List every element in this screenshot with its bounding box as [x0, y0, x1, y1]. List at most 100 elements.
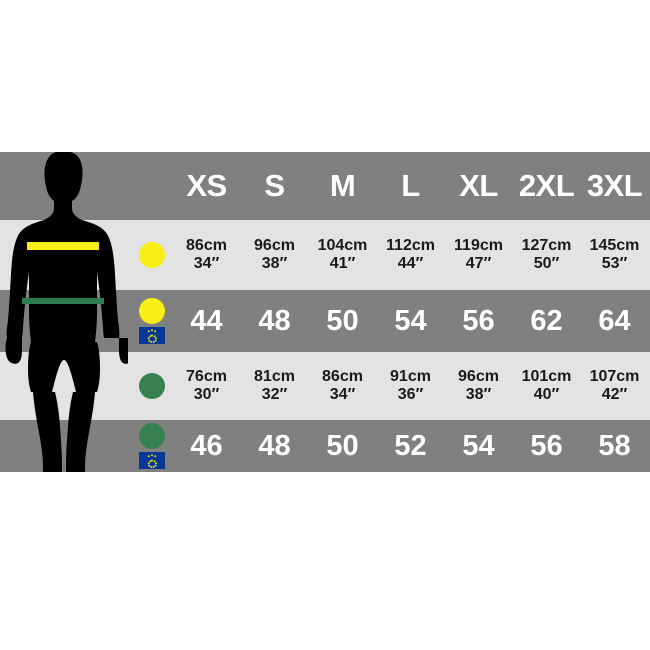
table-cell-chest-2xl[interactable]: 127cm 50″ [515, 220, 578, 290]
table-cell-waist-xs[interactable]: 76cm 30″ [175, 352, 238, 420]
icon-cell-waist-eu [133, 420, 170, 472]
table-cell-waist-eu-m[interactable]: 50 [311, 420, 374, 472]
value-eu: 50 [326, 429, 359, 462]
value-cm: 91cm [390, 368, 431, 386]
value-in: 38″ [261, 255, 288, 272]
value-in: 50″ [533, 255, 560, 272]
size-label: XL [459, 167, 498, 203]
table-cell-waist-eu-3xl[interactable]: 58 [583, 420, 646, 472]
value-cm: 145cm [589, 237, 640, 255]
size-label: 3XL [586, 167, 643, 203]
chest-measure-line [27, 242, 99, 250]
value-eu: 64 [598, 304, 631, 337]
size-chart: XS S M L XL 2XL 3XL 86cm 34″ 96cm 38″ [0, 152, 650, 472]
value-cm: 86cm [186, 237, 227, 255]
icon-cell-chest-measure [133, 220, 170, 290]
size-table-grid: XS S M L XL 2XL 3XL 86cm 34″ 96cm 38″ [0, 152, 650, 472]
table-cell-chest-eu-s[interactable]: 48 [243, 290, 306, 352]
table-cell-chest-l[interactable]: 112cm 44″ [379, 220, 442, 290]
value-eu: 50 [326, 304, 359, 337]
table-cell-chest-eu-l[interactable]: 54 [379, 290, 442, 352]
header-cell-2xl[interactable]: 2XL [515, 152, 578, 220]
size-label: 2XL [518, 167, 575, 203]
table-cell-waist-eu-xs[interactable]: 46 [175, 420, 238, 472]
table-cell-waist-xl[interactable]: 96cm 38″ [447, 352, 510, 420]
value-eu: 46 [190, 429, 223, 462]
male-body-silhouette-icon [5, 152, 128, 472]
table-cell-chest-m[interactable]: 104cm 41″ [311, 220, 374, 290]
value-eu: 56 [462, 304, 495, 337]
value-eu: 56 [530, 429, 563, 462]
header-cell-xl[interactable]: XL [447, 152, 510, 220]
size-label: L [401, 167, 420, 203]
table-cell-waist-eu-l[interactable]: 52 [379, 420, 442, 472]
table-cell-waist-m[interactable]: 86cm 34″ [311, 352, 374, 420]
table-cell-chest-eu-2xl[interactable]: 62 [515, 290, 578, 352]
value-cm: 107cm [589, 368, 640, 386]
table-cell-waist-eu-s[interactable]: 48 [243, 420, 306, 472]
table-cell-chest-eu-m[interactable]: 50 [311, 290, 374, 352]
icon-cell-header [133, 152, 170, 220]
value-cm: 104cm [317, 237, 368, 255]
table-cell-chest-s[interactable]: 96cm 38″ [243, 220, 306, 290]
green-dot-icon [138, 423, 165, 449]
icon-cell-waist-measure [133, 352, 170, 420]
header-cell-xs[interactable]: XS [175, 152, 238, 220]
value-in: 36″ [397, 386, 424, 403]
table-cell-waist-l[interactable]: 91cm 36″ [379, 352, 442, 420]
value-cm: 101cm [521, 368, 572, 386]
value-in: 41″ [329, 255, 356, 272]
value-in: 38″ [465, 386, 492, 403]
value-cm: 119cm [454, 237, 503, 255]
value-cm: 96cm [458, 368, 499, 386]
table-cell-waist-eu-xl[interactable]: 54 [447, 420, 510, 472]
value-cm: 86cm [322, 368, 363, 386]
value-cm: 96cm [254, 237, 295, 255]
value-cm: 127cm [521, 237, 572, 255]
table-cell-chest-3xl[interactable]: 145cm 53″ [583, 220, 646, 290]
value-in: 34″ [193, 255, 220, 272]
icon-cell-chest-eu [133, 290, 170, 352]
value-eu: 54 [394, 304, 427, 337]
header-cell-l[interactable]: L [379, 152, 442, 220]
value-eu: 48 [258, 304, 291, 337]
size-label: S [264, 167, 285, 203]
table-cell-chest-xl[interactable]: 119cm 47″ [447, 220, 510, 290]
size-label: XS [186, 167, 227, 203]
header-cell-m[interactable]: M [311, 152, 374, 220]
header-cell-3xl[interactable]: 3XL [583, 152, 646, 220]
table-cell-waist-2xl[interactable]: 101cm 40″ [515, 352, 578, 420]
eu-flag-icon [138, 327, 165, 344]
value-eu: 62 [530, 304, 563, 337]
value-cm: 76cm [186, 368, 227, 386]
value-in: 42″ [601, 386, 628, 403]
value-eu: 58 [598, 429, 631, 462]
value-eu: 44 [190, 304, 223, 337]
value-in: 30″ [193, 386, 220, 403]
table-cell-chest-xs[interactable]: 86cm 34″ [175, 220, 238, 290]
value-in: 47″ [465, 255, 492, 272]
value-eu: 54 [462, 429, 495, 462]
value-in: 32″ [261, 386, 288, 403]
green-dot-icon [138, 373, 165, 399]
table-cell-waist-3xl[interactable]: 107cm 42″ [583, 352, 646, 420]
value-in: 53″ [601, 255, 628, 272]
waist-measure-line [22, 298, 104, 304]
table-cell-chest-eu-xl[interactable]: 56 [447, 290, 510, 352]
value-in: 44″ [397, 255, 424, 272]
size-label: M [329, 167, 356, 203]
value-in: 34″ [329, 386, 356, 403]
yellow-dot-icon [138, 242, 165, 268]
table-cell-waist-s[interactable]: 81cm 32″ [243, 352, 306, 420]
yellow-dot-icon [138, 298, 165, 324]
header-cell-s[interactable]: S [243, 152, 306, 220]
table-cell-waist-eu-2xl[interactable]: 56 [515, 420, 578, 472]
value-eu: 52 [394, 429, 427, 462]
eu-flag-icon [138, 452, 165, 469]
table-cell-chest-eu-3xl[interactable]: 64 [583, 290, 646, 352]
table-cell-chest-eu-xs[interactable]: 44 [175, 290, 238, 352]
value-cm: 81cm [254, 368, 295, 386]
value-eu: 48 [258, 429, 291, 462]
body-silhouette-panel [0, 152, 128, 472]
value-in: 40″ [533, 386, 560, 403]
